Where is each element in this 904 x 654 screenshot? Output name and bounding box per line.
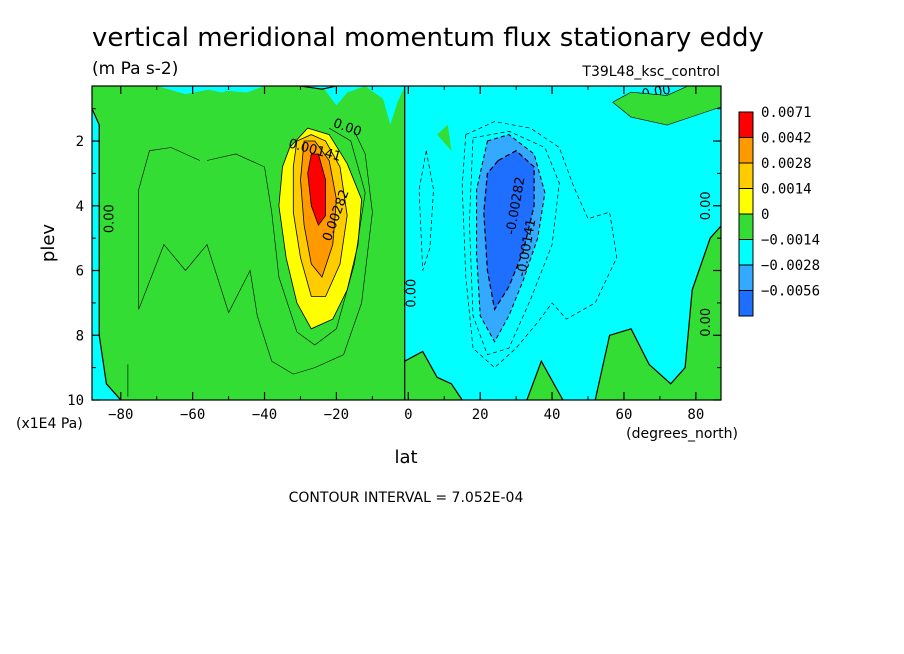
legend-label: 0 bbox=[761, 207, 769, 223]
legend-swatch bbox=[738, 162, 754, 189]
y-tick-label: 10 bbox=[67, 393, 84, 409]
legend-label: 0.0071 bbox=[761, 105, 812, 121]
legend-swatch bbox=[738, 111, 754, 138]
x-tick-label: −80 bbox=[108, 407, 133, 423]
y-axis-label: plev bbox=[38, 224, 59, 263]
green-island-nh bbox=[437, 124, 452, 151]
plot-area: 0.000.001410.002820.000.00-0.00282-0.001… bbox=[92, 86, 721, 400]
legend-label: −0.0014 bbox=[761, 233, 820, 249]
contour-label-4: 0.00 bbox=[404, 279, 419, 308]
contour-label-9: 0.00 bbox=[699, 308, 714, 337]
x-axis: −80 −60 −40 −20 0 20 40 60 80 bbox=[108, 86, 704, 423]
green-region-nh-south bbox=[404, 351, 563, 400]
red-region bbox=[307, 153, 326, 227]
x-axis-units: (degrees_north) bbox=[626, 426, 738, 442]
legend-label: −0.0028 bbox=[761, 258, 820, 274]
x-tick-label: 20 bbox=[472, 407, 489, 423]
green-region-nh-top bbox=[613, 86, 721, 125]
dark-blue-region bbox=[483, 149, 535, 312]
legend-label: 0.0028 bbox=[761, 156, 812, 172]
plot-frame bbox=[91, 85, 722, 401]
legend: 0.0071 0.0042 0.0028 0.0014 0 −0.0014 −0.0028 −… bbox=[738, 105, 820, 317]
legend-label: −0.0056 bbox=[761, 284, 820, 300]
x-tick-label: 40 bbox=[544, 407, 561, 423]
chart-units: (m Pa s-2) bbox=[92, 59, 178, 79]
y-axis-units: (x1E4 Pa) bbox=[16, 416, 83, 432]
x-tick-label: −20 bbox=[324, 407, 349, 423]
y-tick-label: 6 bbox=[76, 264, 84, 280]
legend-swatch bbox=[738, 290, 754, 317]
contour-interval: CONTOUR INTERVAL = 7.052E-04 bbox=[289, 490, 524, 506]
x-tick-label: 0 bbox=[404, 407, 412, 423]
legend-swatch bbox=[738, 213, 754, 240]
x-axis-label: lat bbox=[394, 447, 417, 468]
legend-swatch bbox=[738, 264, 754, 291]
experiment-label: T39L48_ksc_control bbox=[581, 64, 720, 80]
y-tick-label: 8 bbox=[76, 328, 84, 344]
green-region-nh-north bbox=[595, 226, 721, 400]
legend-swatch bbox=[738, 239, 754, 266]
contour-label-8: 0.00 bbox=[699, 191, 714, 220]
chart-title: vertical meridional momentum flux statio… bbox=[92, 23, 764, 53]
cyan-top-sh bbox=[92, 86, 337, 93]
x-tick-label: −40 bbox=[252, 407, 277, 423]
y-tick-label: 2 bbox=[76, 134, 84, 150]
x-tick-label: 60 bbox=[616, 407, 633, 423]
legend-swatch bbox=[738, 188, 754, 215]
y-tick-label: 4 bbox=[76, 199, 84, 215]
contour-label-3: 0.00 bbox=[103, 204, 118, 233]
thin-contour-sh bbox=[127, 127, 373, 397]
x-tick-label: −60 bbox=[180, 407, 205, 423]
legend-label: 0.0014 bbox=[761, 182, 812, 198]
x-tick-label: 80 bbox=[687, 407, 704, 423]
legend-swatch bbox=[738, 137, 754, 164]
y-axis: 2 4 6 8 10 bbox=[67, 108, 721, 409]
legend-label: 0.0042 bbox=[761, 131, 812, 147]
